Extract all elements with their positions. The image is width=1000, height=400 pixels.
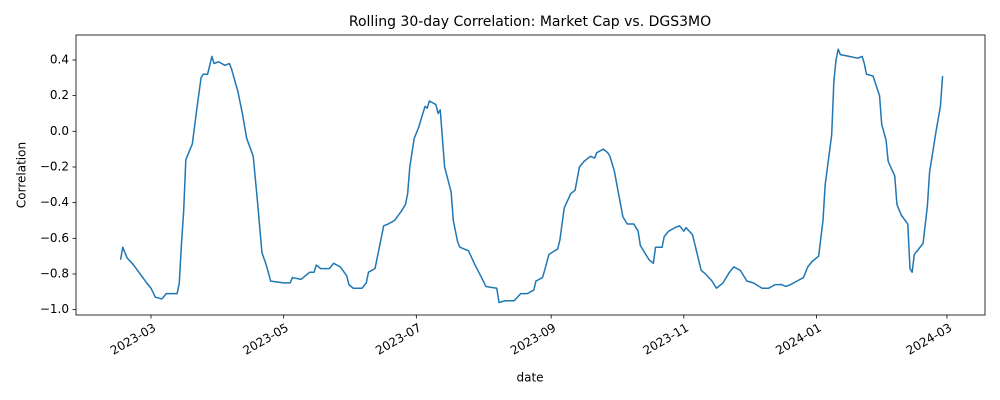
chart-title: Rolling 30-day Correlation: Market Cap v… (349, 14, 711, 30)
y-tick-label: −0.2 (40, 159, 69, 173)
x-tick-label: 2024-03 (904, 321, 954, 358)
y-tick-label: 0.2 (50, 88, 69, 102)
y-tick-label: 0.4 (50, 52, 69, 66)
y-tick-label: −0.8 (40, 266, 69, 280)
x-tick-label: 2023-03 (108, 321, 158, 358)
x-tick-label: 2024-01 (773, 321, 823, 358)
y-tick-label: −0.4 (40, 195, 69, 209)
y-tick-label: −1.0 (40, 302, 69, 316)
x-tick-label: 2023-05 (241, 321, 291, 358)
x-tick-label: 2023-11 (641, 321, 691, 358)
axes-frame (75, 34, 986, 316)
y-tick-label: −0.6 (40, 231, 69, 245)
x-axis-label: date (516, 371, 543, 385)
x-tick-label: 2023-07 (373, 321, 423, 358)
y-axis-label: Correlation (15, 142, 29, 208)
x-tick-label: 2023-09 (508, 321, 558, 358)
y-tick-label: 0.0 (50, 124, 69, 138)
data-line (119, 48, 944, 304)
